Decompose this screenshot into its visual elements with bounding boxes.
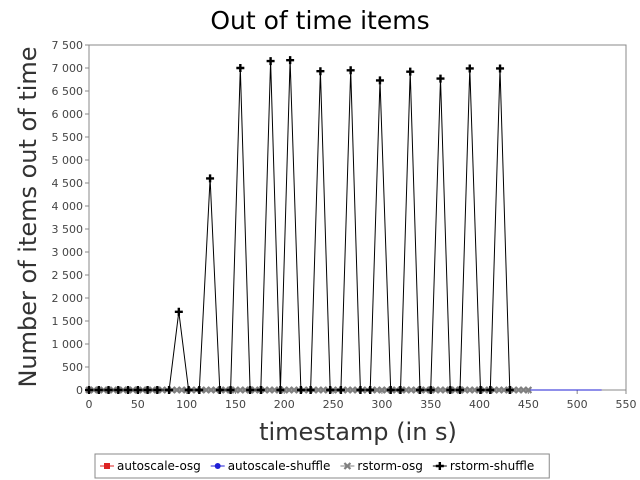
y-tick-label: 1 500 (52, 315, 84, 328)
y-axis: 0 500 1 000 1 500 2 000 2 500 3 000 3 500 4 000 4… (52, 39, 89, 397)
y-tick-label: 7 500 (52, 39, 84, 52)
x-tick-label: 50 (131, 398, 145, 411)
x-tick-label: 450 (518, 398, 539, 411)
data-point (215, 386, 224, 394)
data-point (406, 67, 415, 76)
legend-label: rstorm-shuffle (450, 459, 534, 473)
data-point (436, 74, 445, 83)
y-tick-label: 1 000 (52, 338, 84, 351)
data-point (256, 386, 265, 394)
x-tick-label: 550 (616, 398, 637, 411)
data-point (266, 57, 275, 66)
data-point (356, 386, 365, 394)
series-layer (85, 56, 602, 394)
series-rstorm-shuffle (85, 56, 514, 394)
data-point (486, 386, 495, 394)
legend-item: autoscale-osg (100, 459, 201, 473)
legend-marker (214, 463, 221, 469)
data-point (375, 76, 384, 85)
data-point (336, 386, 345, 394)
data-point (124, 386, 133, 394)
y-tick-label: 5 500 (52, 131, 84, 144)
legend-marker (435, 462, 444, 470)
data-point (465, 64, 474, 73)
data-point (133, 386, 142, 394)
x-tick-label: 100 (176, 398, 197, 411)
data-point (114, 386, 123, 394)
y-tick-label: 500 (62, 361, 83, 374)
legend-marker (343, 462, 352, 470)
data-point (153, 386, 162, 394)
data-point (184, 386, 193, 394)
data-point (476, 386, 485, 394)
data-point (236, 64, 245, 72)
data-point (426, 386, 435, 394)
y-tick-label: 6 500 (52, 85, 84, 98)
x-tick-label: 250 (323, 398, 344, 411)
chart-title: Out of time items (210, 6, 429, 35)
data-point (165, 386, 174, 394)
y-tick-label: 3 500 (52, 223, 84, 236)
y-tick-label: 0 (76, 384, 83, 397)
x-tick-label: 500 (567, 398, 588, 411)
legend-item: rstorm-shuffle (432, 459, 534, 473)
y-tick-label: 4 000 (52, 200, 84, 213)
data-point (446, 386, 455, 394)
x-axis: 0 50 100 150 200 250 300 350 400 450 500 550 (86, 390, 637, 411)
data-point (195, 386, 204, 394)
data-point (174, 307, 183, 316)
legend-item: rstorm-osg (340, 459, 423, 473)
y-tick-label: 6 000 (52, 108, 84, 121)
x-tick-label: 350 (420, 398, 441, 411)
data-point (226, 386, 235, 394)
data-point (524, 386, 533, 394)
legend-label: rstorm-osg (357, 459, 422, 473)
data-point (456, 386, 465, 394)
y-axis-title: Number of items out of time (14, 46, 42, 387)
plot-area (88, 44, 627, 391)
legend-frame (94, 453, 550, 479)
data-point (206, 174, 215, 183)
y-tick-label: 7 000 (52, 62, 84, 75)
data-point (104, 386, 113, 394)
data-point (143, 386, 152, 394)
data-point (306, 386, 315, 394)
data-point (496, 64, 505, 73)
data-point (316, 67, 325, 76)
data-point (286, 56, 295, 65)
legend-label: autoscale-shuffle (228, 459, 331, 473)
data-point (505, 386, 514, 394)
y-tick-label: 4 500 (52, 177, 84, 190)
y-tick-label: 3 000 (52, 246, 84, 259)
data-point (415, 386, 424, 394)
data-point (366, 386, 375, 394)
data-point (85, 386, 93, 394)
legend-marker (104, 463, 110, 469)
plot-frame (88, 44, 627, 391)
x-tick-label: 0 (86, 398, 93, 411)
data-point (246, 386, 255, 394)
data-point (276, 386, 285, 394)
legend: autoscale-osg autoscale-shuffle rstorm-osg… (94, 453, 550, 479)
x-tick-label: 200 (274, 398, 295, 411)
data-point (396, 386, 405, 394)
x-axis-title: timestamp (in s) (259, 418, 457, 446)
x-tick-label: 400 (469, 398, 490, 411)
data-point (386, 386, 395, 394)
x-tick-label: 150 (225, 398, 246, 411)
y-tick-label: 5 000 (52, 154, 84, 167)
x-tick-label: 300 (371, 398, 392, 411)
data-point (346, 66, 355, 75)
y-tick-label: 2 500 (52, 269, 84, 282)
legend-label: autoscale-osg (117, 459, 201, 473)
data-point (326, 386, 335, 394)
legend-item: autoscale-shuffle (210, 459, 331, 473)
data-point (94, 386, 103, 394)
data-point (296, 386, 305, 394)
y-tick-label: 2 000 (52, 292, 84, 305)
